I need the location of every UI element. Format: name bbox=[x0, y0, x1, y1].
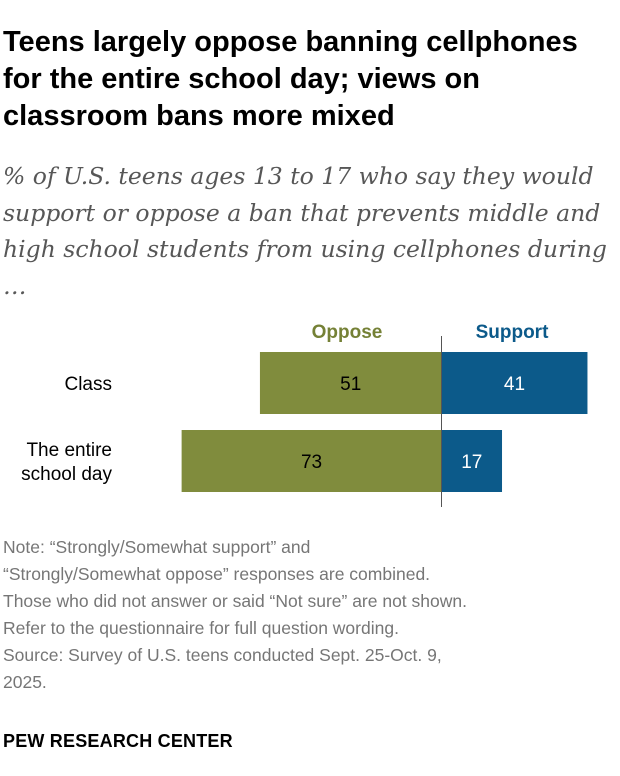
category-label-line: The entire bbox=[26, 440, 112, 461]
data-label: 73 bbox=[301, 452, 322, 473]
bar-oppose bbox=[181, 430, 442, 492]
chart-title: Teens largely oppose banning cellphones … bbox=[3, 26, 578, 132]
chart-subtitle: % of U.S. teens ages 13 to 17 who say th… bbox=[3, 162, 607, 300]
legend-oppose: Oppose bbox=[312, 322, 383, 343]
data-label: 41 bbox=[504, 374, 525, 395]
note-line: Note: “Strongly/Somewhat support” and bbox=[3, 537, 311, 557]
data-label: 51 bbox=[340, 374, 361, 395]
note-line: “Strongly/Somewhat oppose” responses are… bbox=[3, 564, 431, 584]
category-label: Class bbox=[64, 374, 112, 395]
category-label: The entire school day bbox=[21, 440, 112, 485]
bar-support bbox=[441, 352, 588, 414]
data-label: 17 bbox=[461, 452, 482, 473]
bar-oppose bbox=[259, 352, 442, 414]
note-line: Those who did not answer or said “Not su… bbox=[3, 591, 467, 611]
source-line: 2025. bbox=[3, 672, 47, 692]
diverging-bar-chart: Oppose Support 51 41 Class 73 17 The entire scho… bbox=[21, 322, 588, 507]
source-organization: PEW RESEARCH CENTER bbox=[3, 731, 233, 751]
legend-support: Support bbox=[476, 322, 549, 343]
note-line: Refer to the questionnaire for full ques… bbox=[3, 618, 399, 638]
category-label-line: Class bbox=[64, 374, 112, 395]
category-label-line: school day bbox=[21, 464, 112, 485]
chart-notes: Note: “Strongly/Somewhat support” and “S… bbox=[3, 534, 615, 696]
bar-support bbox=[441, 430, 503, 492]
source-line: Source: Survey of U.S. teens conducted S… bbox=[3, 645, 442, 665]
